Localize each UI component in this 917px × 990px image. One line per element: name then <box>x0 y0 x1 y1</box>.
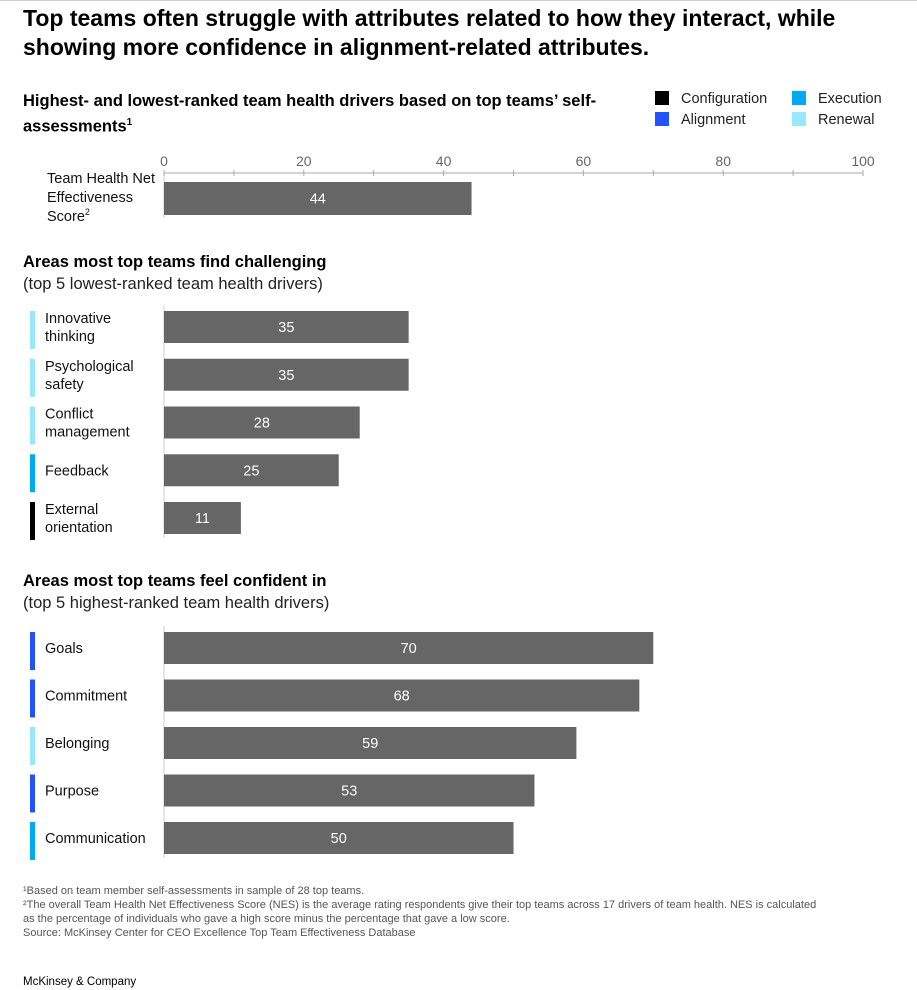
x-tick-label: 100 <box>851 153 875 169</box>
confident-bar-value: 70 <box>401 641 417 657</box>
confident-bar <box>164 727 577 759</box>
overall-row-label: Team Health Net <box>47 171 155 187</box>
challenging-bar <box>164 358 409 391</box>
confident-row-label: Communication <box>45 831 146 847</box>
legend-label-renewal: Renewal <box>818 112 875 128</box>
chart-subtitle-footnote-mark: 1 <box>126 117 133 128</box>
chart-subtitle-text: Highest- and lowest-ranked team health d… <box>23 92 597 136</box>
overall-row-label: Effectiveness <box>47 190 133 206</box>
challenging-category-marker <box>30 311 35 349</box>
confident-bar-value: 53 <box>341 784 357 800</box>
challenging-bar <box>164 311 409 343</box>
confident-bar <box>164 679 640 712</box>
section-subtitle-confident: (top 5 highest-ranked team health driver… <box>23 594 330 612</box>
legend-item-execution: Execution <box>792 91 882 109</box>
challenging-bar-value: 35 <box>278 368 294 384</box>
legend-swatch-alignment <box>655 112 669 126</box>
confident-bar <box>164 822 514 854</box>
confident-row-label: Commitment <box>45 689 127 705</box>
challenging-category-marker <box>30 502 35 540</box>
overall-footnote-mark: 2 <box>85 207 90 217</box>
legend: Configuration Execution Alignment Renewa… <box>655 91 915 135</box>
legend-item-configuration: Configuration <box>655 91 767 109</box>
challenging-bar-value: 28 <box>254 416 270 432</box>
challenging-row-label: safety <box>45 377 84 393</box>
challenging-bar <box>164 502 241 534</box>
overall-bar <box>164 182 472 215</box>
legend-item-renewal: Renewal <box>792 112 874 130</box>
confident-category-marker <box>30 679 35 718</box>
challenging-row-label: Psychological <box>45 359 134 375</box>
confident-category-marker <box>30 774 35 813</box>
legend-swatch-renewal <box>792 112 806 126</box>
challenging-category-marker <box>30 358 35 397</box>
headline: Top teams often struggle with attributes… <box>23 5 836 60</box>
legend-swatch-execution <box>792 91 806 105</box>
overall-bar-value: 44 <box>310 192 326 208</box>
brand-logo-text: McKinsey & Company <box>23 976 137 988</box>
legend-swatch-configuration <box>655 91 669 105</box>
section-subtitle-challenging: (top 5 lowest-ranked team health drivers… <box>23 275 323 293</box>
confident-bar <box>164 632 654 664</box>
challenging-bar <box>164 454 339 487</box>
confident-bar <box>164 774 535 807</box>
challenging-category-marker <box>30 454 35 493</box>
confident-category-marker <box>30 632 35 670</box>
challenging-row-label: External <box>45 502 98 518</box>
confident-bar-value: 68 <box>394 689 410 705</box>
confident-bar-value: 59 <box>362 736 378 752</box>
challenging-bar-value: 25 <box>243 463 259 479</box>
x-tick-label: 0 <box>160 153 168 169</box>
footnote-1: ¹Based on team member self-assessments i… <box>23 885 365 897</box>
legend-label-alignment: Alignment <box>681 112 746 128</box>
confident-category-marker <box>30 727 35 765</box>
challenging-row-label: thinking <box>45 329 95 345</box>
source-note: Source: McKinsey Center for CEO Excellen… <box>23 927 416 939</box>
challenging-row-label: orientation <box>45 520 113 536</box>
challenging-bar-value: 11 <box>195 511 210 527</box>
overall-row-label: Score2 <box>47 207 90 225</box>
legend-label-execution: Execution <box>818 91 882 107</box>
confident-category-marker <box>30 822 35 860</box>
challenging-row-label: Innovative <box>45 311 111 327</box>
challenging-bar <box>164 406 360 439</box>
section-title-challenging: Areas most top teams find challenging <box>23 253 327 271</box>
x-tick-label: 40 <box>436 153 452 169</box>
footnote-2-line-1: ²The overall Team Health Net Effectivene… <box>23 899 817 911</box>
x-tick-label: 80 <box>715 153 731 169</box>
footnote-2-line-2: as the percentage of individuals who gav… <box>23 913 510 925</box>
challenging-category-marker <box>30 406 35 445</box>
confident-row-label: Belonging <box>45 736 110 752</box>
challenging-bar-value: 35 <box>278 320 294 336</box>
confident-row-label: Goals <box>45 641 83 657</box>
confident-bar-value: 50 <box>331 831 347 847</box>
legend-label-configuration: Configuration <box>681 91 768 107</box>
challenging-row-label: Conflict <box>45 407 93 423</box>
x-tick-label: 60 <box>576 153 592 169</box>
challenging-row-label: Feedback <box>45 463 109 479</box>
top-divider <box>0 0 917 1</box>
confident-row-label: Purpose <box>45 784 99 800</box>
bar-chart: 0 20 40 60 80 100 Team Health Net Effectiveness… <box>30 153 875 860</box>
legend-item-alignment: Alignment <box>655 112 745 130</box>
chart-subtitle: Highest- and lowest-ranked team health d… <box>23 91 623 138</box>
challenging-row-label: management <box>45 425 130 441</box>
footnotes: ¹Based on team member self-assessments i… <box>23 884 903 940</box>
section-title-confident: Areas most top teams feel confident in <box>23 572 327 590</box>
x-tick-label: 20 <box>296 153 312 169</box>
